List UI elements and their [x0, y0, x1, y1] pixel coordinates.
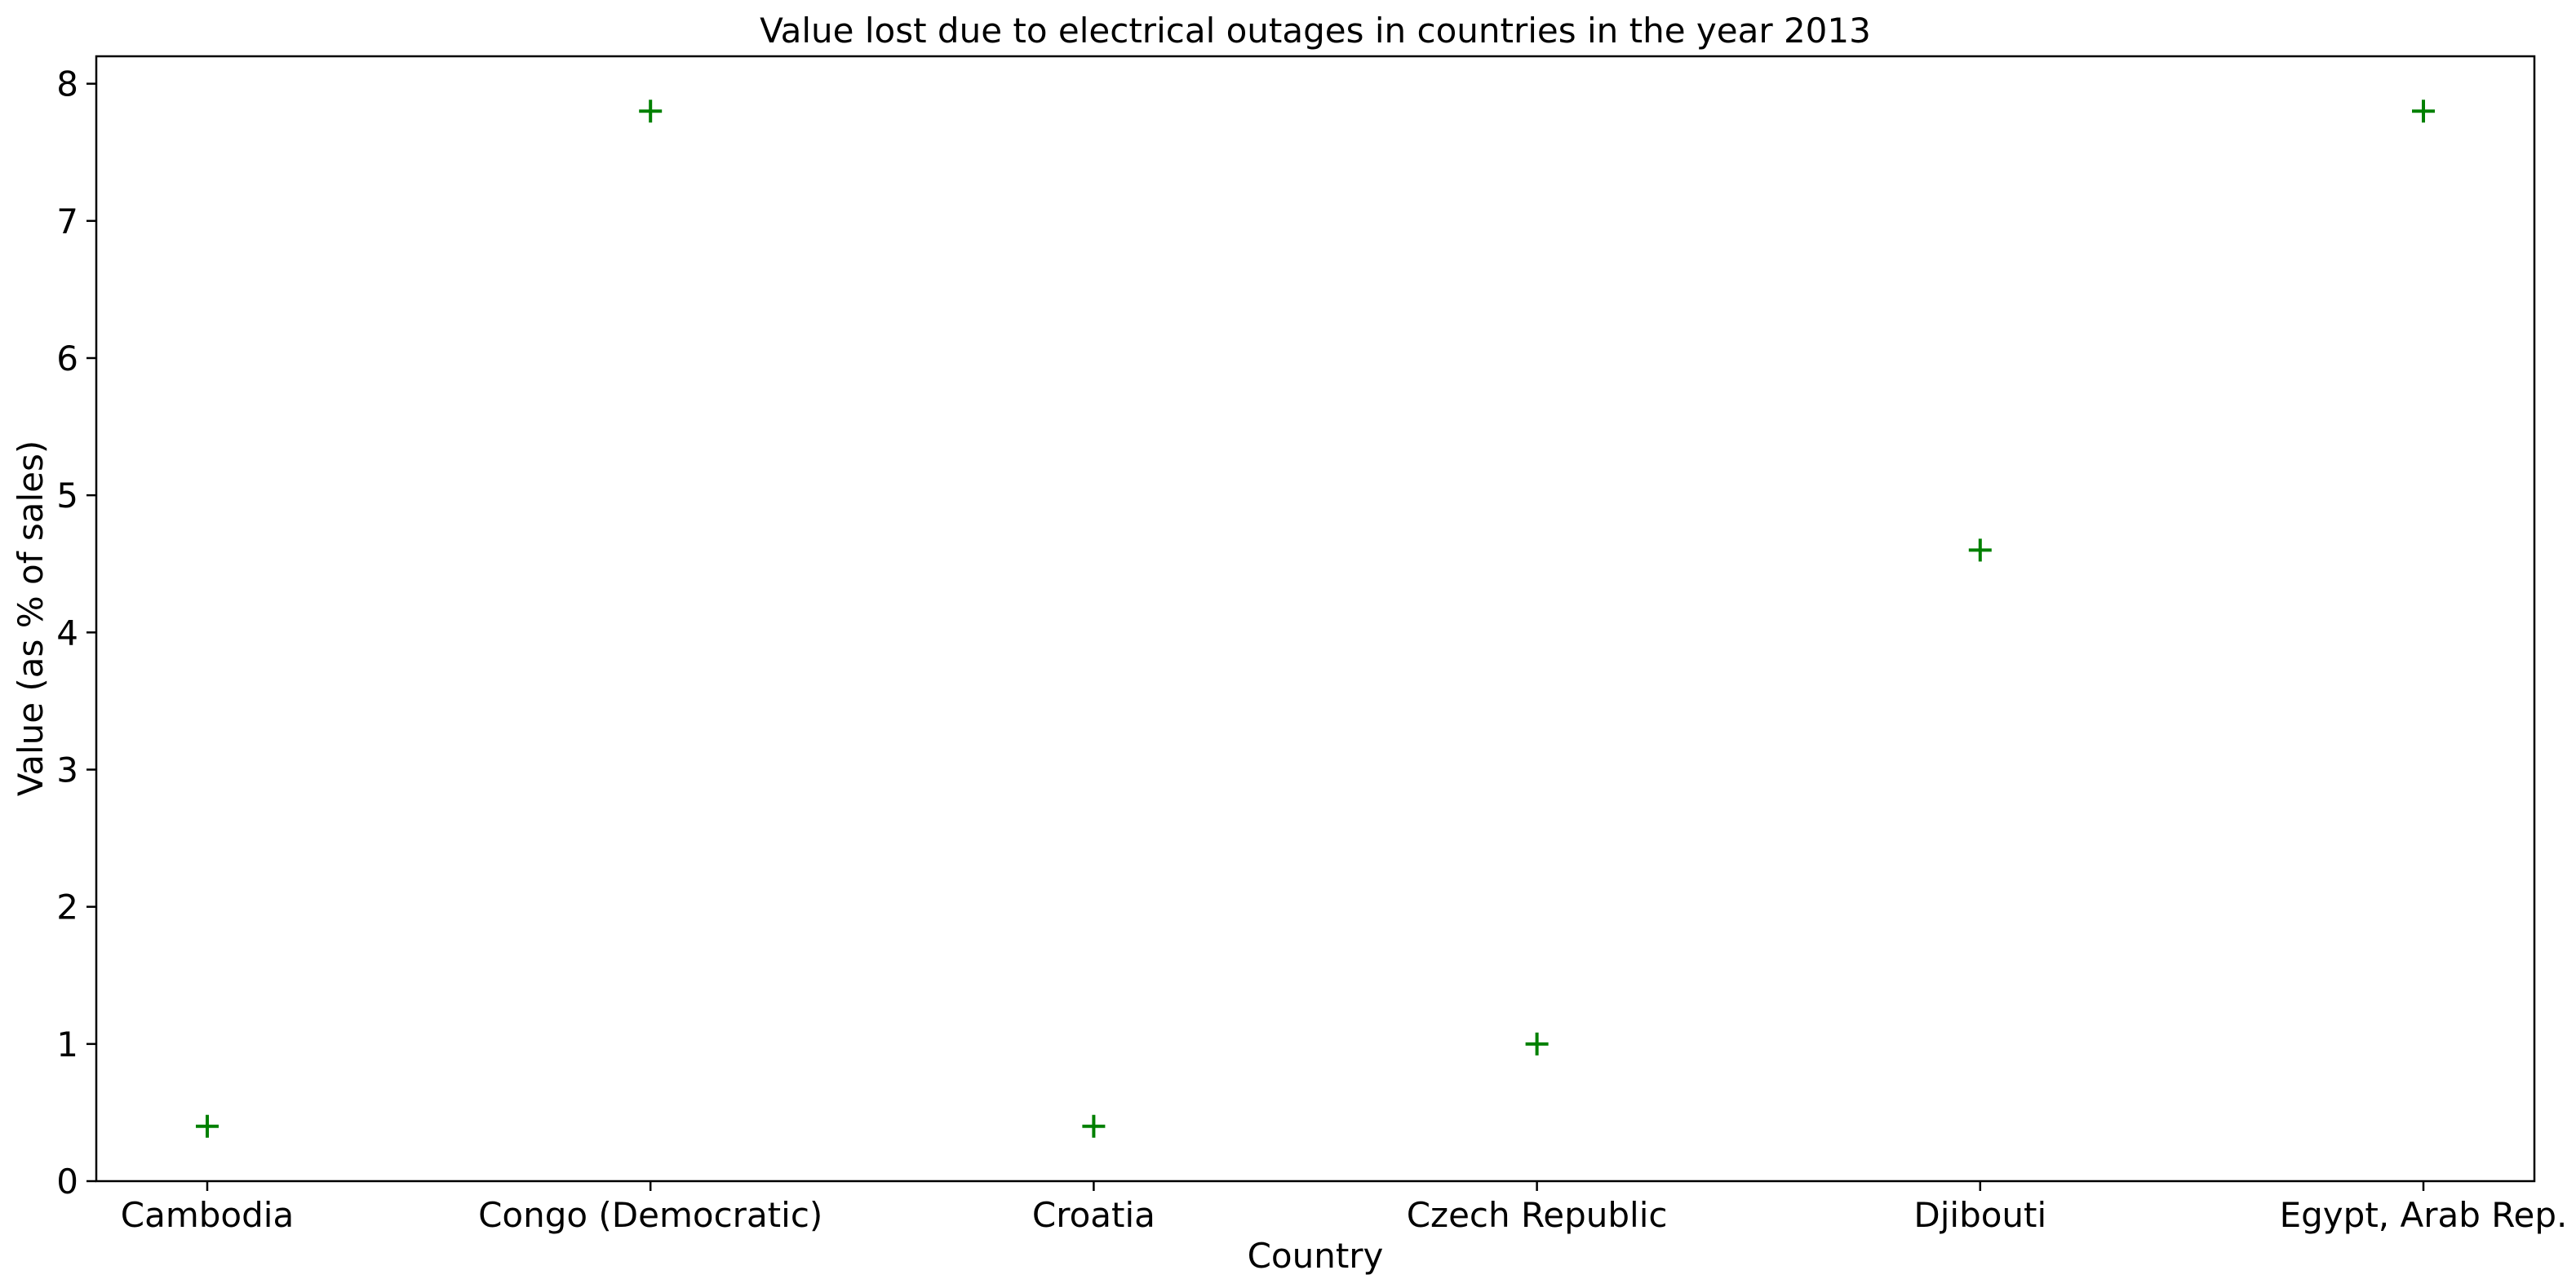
x-tick-label: Egypt, Arab Rep.	[2280, 1195, 2568, 1235]
data-point	[2412, 100, 2435, 123]
y-tick-label: 5	[56, 476, 78, 516]
y-tick-label: 8	[56, 64, 78, 104]
x-axis-label: Country	[1248, 1236, 1384, 1276]
y-tick-label: 3	[56, 750, 78, 790]
data-point	[639, 100, 663, 123]
y-tick-label: 7	[56, 201, 78, 241]
y-tick-label: 0	[56, 1162, 78, 1202]
chart-title: Value lost due to electrical outages in …	[760, 11, 1871, 51]
y-axis-label: Value (as % of sales)	[11, 440, 51, 797]
y-tick-label: 4	[56, 613, 78, 653]
data-point	[1968, 538, 1992, 562]
plot-area	[95, 55, 2536, 1183]
x-tick-label: Czech Republic	[1407, 1195, 1668, 1235]
data-point	[1525, 1032, 1549, 1056]
x-axis: Cambodia Congo (Democratic) Croatia Czech R…	[121, 1181, 2568, 1235]
data-point	[1082, 1114, 1106, 1138]
x-tick-label: Croatia	[1032, 1195, 1155, 1235]
y-tick-label: 2	[56, 887, 78, 927]
y-axis: 0 1 2 3 4 5 6 7 8	[56, 64, 96, 1202]
x-tick-label: Cambodia	[121, 1195, 294, 1235]
y-tick-label: 6	[56, 339, 78, 378]
x-tick-label: Djibouti	[1913, 1195, 2046, 1235]
data-point	[196, 1114, 219, 1138]
data-points	[196, 100, 2435, 1138]
y-tick-label: 1	[56, 1025, 78, 1064]
x-tick-label: Congo (Democratic)	[478, 1195, 822, 1235]
